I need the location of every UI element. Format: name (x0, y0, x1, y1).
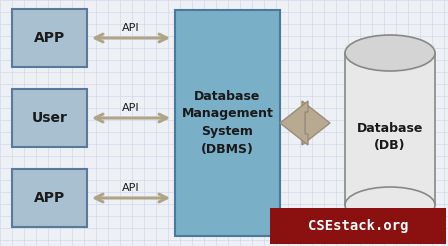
Text: Database
(DB): Database (DB) (357, 122, 423, 152)
Text: User: User (31, 111, 68, 125)
Ellipse shape (345, 35, 435, 71)
FancyBboxPatch shape (12, 169, 87, 227)
Polygon shape (302, 101, 330, 145)
Bar (345, 53, 435, 205)
Text: Database
Management
System
(DBMS): Database Management System (DBMS) (181, 90, 273, 156)
Bar (345, 44, 435, 129)
Text: APP: APP (34, 191, 65, 205)
FancyBboxPatch shape (175, 10, 280, 236)
Text: APP: APP (34, 31, 65, 45)
Text: API: API (122, 183, 140, 193)
FancyBboxPatch shape (12, 89, 87, 147)
Text: API: API (122, 23, 140, 33)
Text: API: API (122, 103, 140, 113)
Text: CSEstack.org: CSEstack.org (308, 219, 408, 233)
FancyBboxPatch shape (12, 9, 87, 67)
Polygon shape (280, 101, 308, 145)
FancyBboxPatch shape (270, 208, 446, 244)
Ellipse shape (345, 187, 435, 223)
